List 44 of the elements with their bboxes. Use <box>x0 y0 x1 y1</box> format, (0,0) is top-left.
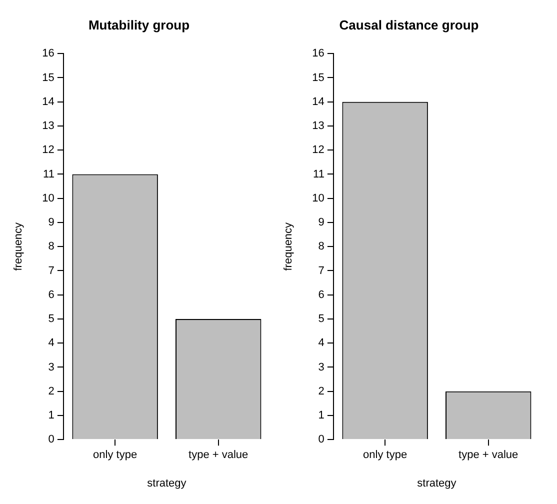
chart-title: Mutability group <box>88 17 190 32</box>
y-tick-label: 16 <box>312 48 324 60</box>
y-tick-label: 3 <box>318 361 324 374</box>
y-tick-label: 0 <box>318 434 324 446</box>
y-tick-label: 11 <box>313 168 324 180</box>
y-tick-label: 1 <box>318 410 324 422</box>
x-axis-title: strategy <box>417 477 457 490</box>
y-tick-label: 2 <box>48 385 54 398</box>
x-tick-label: type + value <box>458 449 518 462</box>
y-tick-label: 13 <box>312 120 324 132</box>
y-tick-label: 15 <box>42 72 54 84</box>
y-tick-label: 1 <box>48 410 54 422</box>
y-tick-label: 6 <box>318 288 324 301</box>
y-tick-label: 9 <box>318 216 324 229</box>
y-tick-label: 3 <box>48 361 54 374</box>
y-axis-title: frequency <box>282 222 295 271</box>
y-tick-label: 8 <box>48 240 54 253</box>
y-tick-label: 12 <box>312 144 324 156</box>
y-tick-label: 14 <box>312 96 324 108</box>
y-tick-label: 2 <box>318 385 324 398</box>
y-tick-label: 14 <box>42 96 54 108</box>
y-tick-label: 5 <box>48 313 54 326</box>
y-tick-label: 10 <box>42 192 54 204</box>
y-tick-label: 5 <box>318 313 324 326</box>
x-axis-title: strategy <box>147 477 187 490</box>
chart-title: Causal distance group <box>339 17 479 32</box>
x-tick-label: only type <box>363 449 408 462</box>
y-tick-label: 16 <box>42 48 54 60</box>
y-tick-label: 8 <box>318 240 324 253</box>
x-tick-label: only type <box>93 449 138 462</box>
y-tick-label: 0 <box>48 434 54 446</box>
y-tick-label: 15 <box>312 72 324 84</box>
y-tick-label: 9 <box>48 216 54 229</box>
y-tick-label: 11 <box>43 168 54 180</box>
x-tick-label: type + value <box>188 449 248 462</box>
y-tick-label: 13 <box>42 120 54 132</box>
y-tick-label: 6 <box>48 288 54 301</box>
y-tick-label: 10 <box>312 192 324 204</box>
y-tick-label: 4 <box>48 337 54 350</box>
y-axis-title: frequency <box>12 222 25 271</box>
y-tick-label: 7 <box>48 264 54 277</box>
y-tick-label: 12 <box>42 144 54 156</box>
y-tick-label: 7 <box>318 264 324 277</box>
y-tick-label: 4 <box>318 337 324 350</box>
